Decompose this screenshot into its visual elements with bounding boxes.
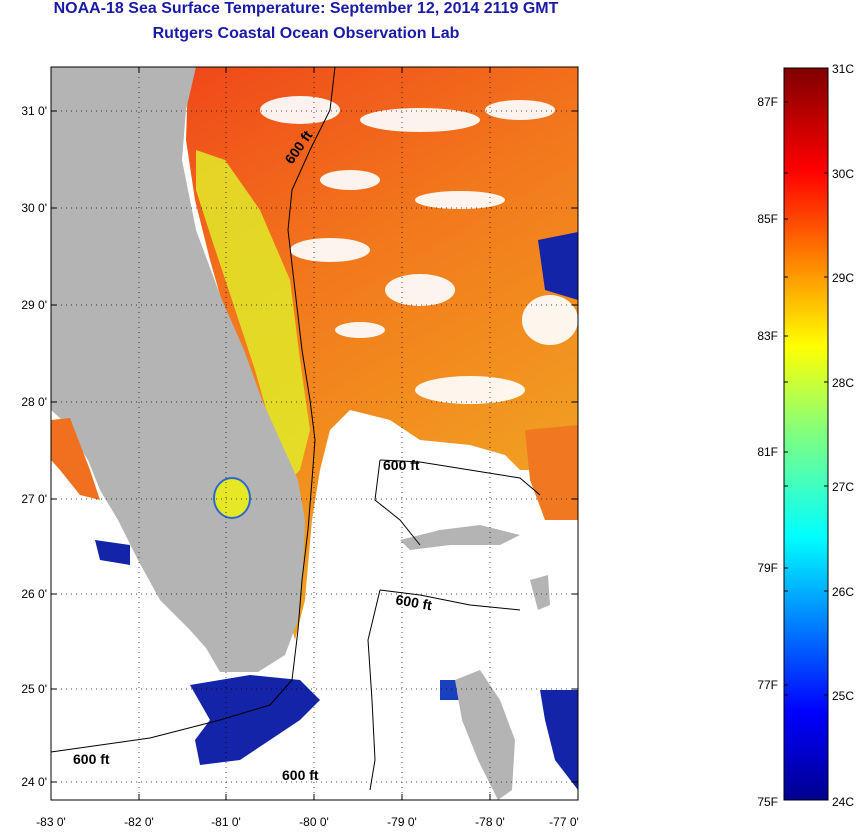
lat-tick-label: 27 0' [21,492,47,506]
east-warm-patch [525,425,578,520]
colorbar-c-label: 30C [832,167,854,181]
cloud-gaps [260,96,578,404]
lat-tick-label: 26 0' [21,587,47,601]
lat-tick-label: 25 0' [21,682,47,696]
colorbar [783,67,829,801]
lon-tick-label: -83 0' [36,815,66,829]
isobath-label: 600 ft [383,457,420,473]
lake-okeechobee [213,477,251,519]
colorbar-c-label: 31C [832,62,854,76]
florida-land [51,67,305,672]
lat-tick-label: 31 0' [21,104,47,118]
colorbar-c-label: 24C [832,795,854,809]
se-cold-patch [540,690,578,790]
colorbar-f-label: 85F [757,212,778,226]
isobath-label: 600 ft [73,751,110,767]
lat-tick-label: 29 0' [21,298,47,312]
east-cold-patch [538,232,578,300]
lat-tick-label: 24 0' [21,775,47,789]
isobath-label: 600 ft [282,767,319,783]
graticule [51,67,578,800]
colorbar-c-label: 27C [832,480,854,494]
lon-tick-label: -78 0' [475,815,505,829]
colorbar-ticks [784,101,828,696]
colorbar-f-label: 75F [757,795,778,809]
berry-islands [530,575,550,610]
colorbar-f-label: 77F [757,678,778,692]
colorbar-f-label: 81F [757,445,778,459]
andros-island [455,670,515,800]
map-subtitle: Rutgers Coastal Ocean Observation Lab [152,25,460,42]
keys-cold-water [190,675,320,765]
colorbar-c-label: 28C [832,376,854,390]
lon-tick-label: -82 0' [124,815,154,829]
lon-tick-label: -80 0' [299,815,329,829]
axis-ticks [51,67,578,800]
colorbar-f-label: 83F [757,329,778,343]
lat-tick-label: 28 0' [21,395,47,409]
isobath-label: 600 ft [394,591,433,613]
colorbar-c-label: 26C [832,585,854,599]
gulf-cold-patch [95,540,130,565]
grand-bahama [400,525,520,550]
yellow-coastal-band [196,150,310,480]
isobath-600ft [51,67,541,791]
colorbar-c-label: 25C [832,689,854,703]
lon-tick-label: -79 0' [387,815,417,829]
colorbar-f-label: 79F [757,561,778,575]
lat-tick-label: 30 0' [21,201,47,215]
gulf-warm-patch [51,418,100,500]
colorbar-c-label: 29C [832,271,854,285]
lon-tick-label: -77 0' [549,815,579,829]
map-title: NOAA-18 Sea Surface Temperature: Septemb… [53,0,559,17]
colorbar-f-label: 87F [757,95,778,109]
lon-tick-label: -81 0' [211,815,241,829]
